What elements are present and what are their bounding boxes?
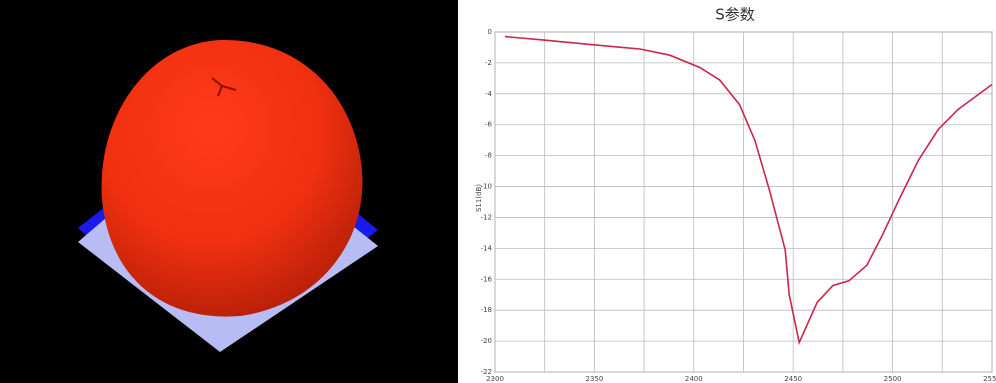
y-tick-label: 0 xyxy=(488,28,492,36)
y-tick-label: -2 xyxy=(485,59,492,67)
screenshot: S参数 S11(dB) 0-2-4-6-8-10-12-14-16-18-20-… xyxy=(0,0,996,383)
y-tick-label: -8 xyxy=(485,152,492,160)
x-tick-label: 2500 xyxy=(884,375,902,383)
y-tick-label: -20 xyxy=(481,337,492,345)
y-tick-label: -16 xyxy=(481,275,493,283)
y-tick-label: -10 xyxy=(481,183,492,191)
y-tick-label: -12 xyxy=(481,213,492,221)
x-tick-label: 2300 xyxy=(486,375,504,383)
x-tick-label: 2400 xyxy=(685,375,703,383)
x-tick-label: 2350 xyxy=(585,375,603,383)
page: {"chart_data": {"type": "line", "title":… xyxy=(0,0,996,383)
y-tick-label: -18 xyxy=(481,306,492,314)
chart-title: S参数 xyxy=(715,6,755,24)
y-tick-label: -6 xyxy=(485,121,493,129)
x-tick-label: 2550 xyxy=(983,375,996,383)
y-tick-label: -4 xyxy=(485,90,493,98)
y-tick-label: -14 xyxy=(481,244,493,252)
radiation-pattern xyxy=(102,40,363,317)
x-tick-label: 2450 xyxy=(784,375,802,383)
